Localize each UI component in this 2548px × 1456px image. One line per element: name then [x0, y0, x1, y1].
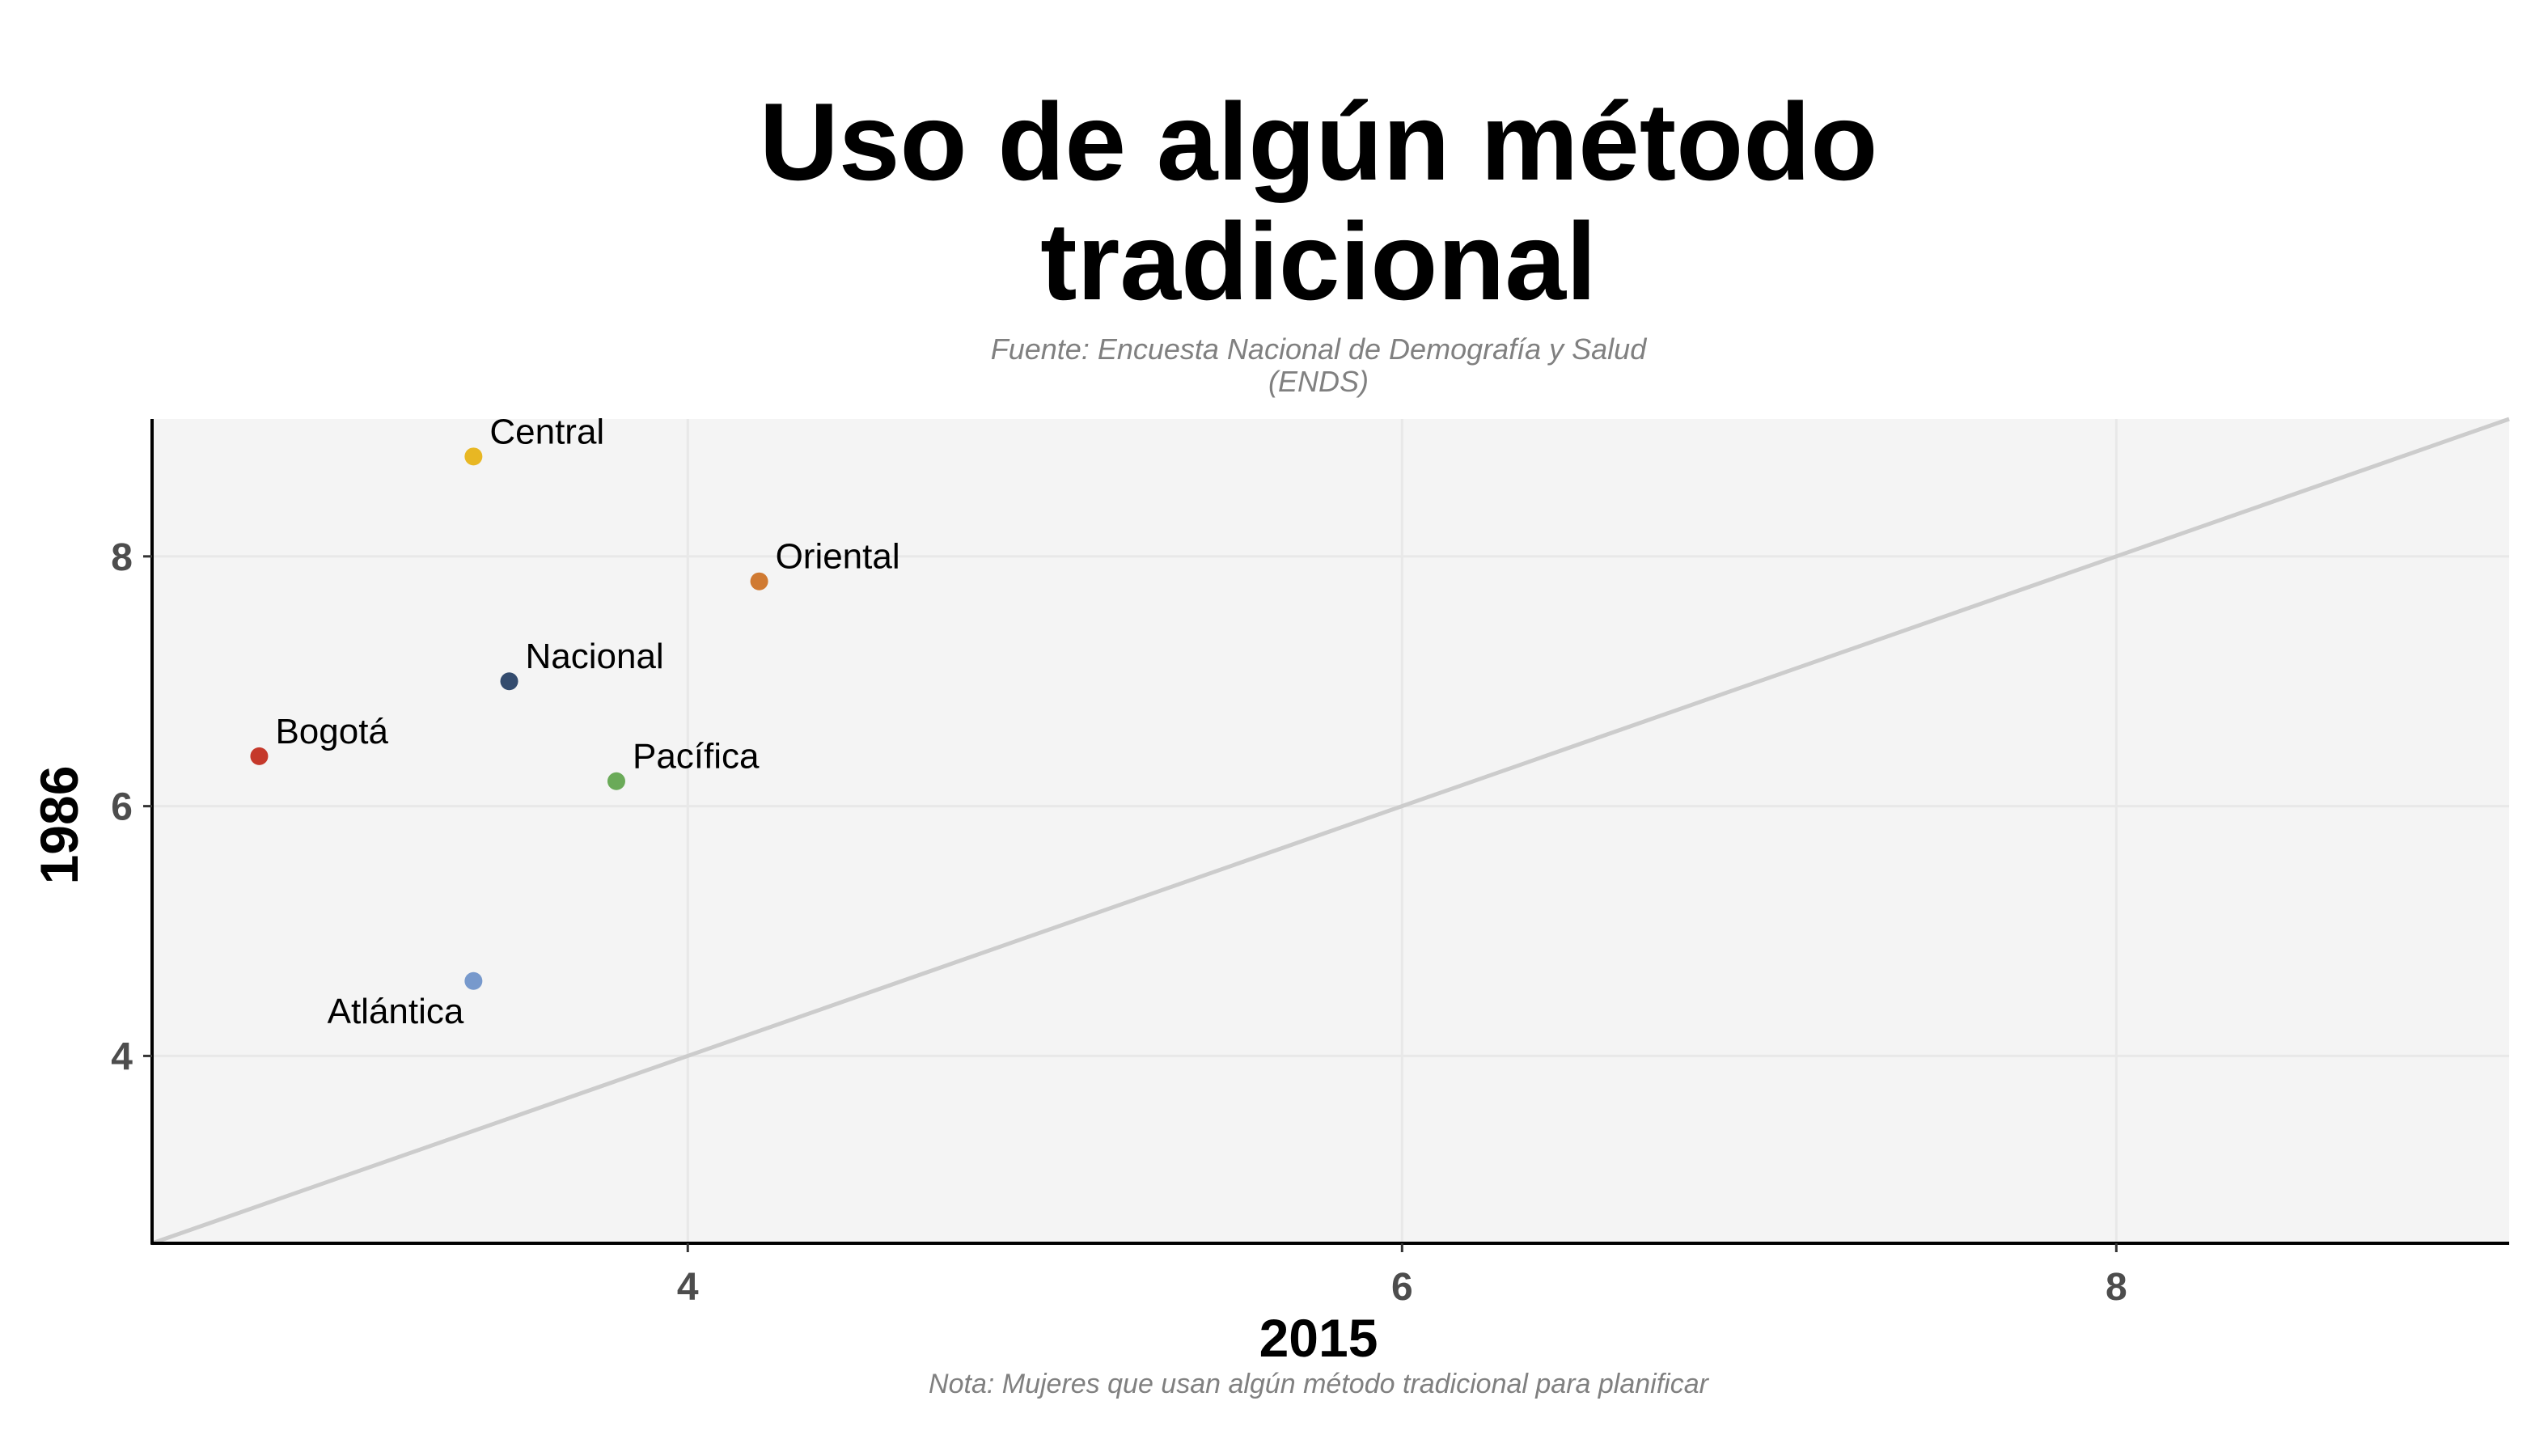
point-atlantica	[464, 971, 483, 990]
y-axis-title: 1986	[29, 766, 89, 885]
chart-subtitle-line-2: (ENDS)	[1268, 365, 1369, 398]
y-tick-label-4: 4	[111, 1035, 133, 1078]
chart-title-line-2: tradicional	[1040, 200, 1597, 323]
point-label-oriental: Oriental	[776, 537, 900, 577]
chart-subtitle-line-1: Fuente: Encuesta Nacional de Demografía …	[991, 332, 1647, 366]
data-points	[250, 447, 768, 990]
point-bogota	[250, 747, 269, 765]
axes	[143, 419, 2509, 1252]
reference-line-identity	[151, 417, 2510, 1246]
tick-labels: 4 6 8 4 6 8	[111, 536, 2127, 1309]
point-labels: Central Oriental Nacional Bogotá Pacífica Atl…	[275, 412, 899, 1031]
point-pacifica	[607, 772, 625, 790]
point-label-atlantica: Atlántica	[328, 992, 464, 1031]
x-axis-title: 2015	[1259, 1308, 1378, 1368]
point-label-bogota: Bogotá	[275, 712, 388, 751]
point-label-nacional: Nacional	[526, 637, 664, 676]
chart-caption: Nota: Mujeres que usan algún método trad…	[929, 1369, 1710, 1399]
y-tick-label-8: 8	[111, 536, 133, 579]
x-tick-label-4: 4	[677, 1266, 699, 1309]
point-oriental	[750, 572, 768, 590]
x-tick-label-8: 8	[2106, 1266, 2127, 1309]
x-tick-label-6: 6	[1391, 1266, 1413, 1309]
point-label-central: Central	[489, 412, 604, 451]
point-label-pacifica: Pacífica	[633, 737, 760, 777]
point-nacional	[500, 672, 518, 691]
point-central	[464, 447, 483, 466]
y-tick-label-6: 6	[111, 786, 133, 829]
chart-title-line-1: Uso de algún método	[760, 80, 1878, 203]
